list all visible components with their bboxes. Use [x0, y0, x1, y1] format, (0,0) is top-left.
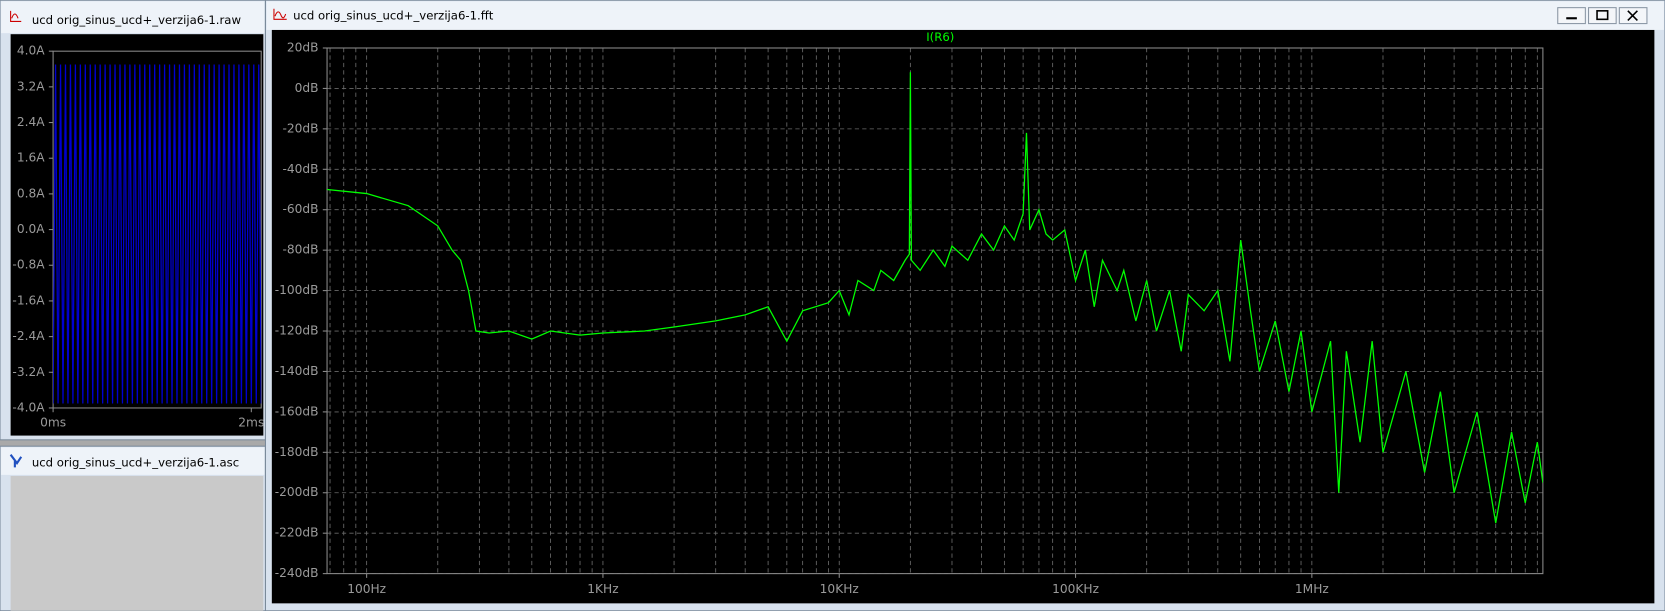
y-tick-label: -1.6A [12, 293, 45, 307]
x-tick-label: 10KHz [820, 582, 859, 596]
y-tick-label: -220dB [275, 526, 319, 540]
x-tick-label: 2ms [238, 415, 264, 429]
y-tick-label: 0dB [295, 81, 319, 95]
restore-button[interactable] [1588, 7, 1617, 25]
y-tick-label: -0.8A [12, 258, 45, 272]
window-icon [9, 454, 23, 468]
y-tick-label: 3.2A [17, 79, 45, 93]
series-line [327, 72, 1543, 524]
x-tick-label: 1MHz [1295, 582, 1329, 596]
chart: 4.0A 3.2A 2.4A 1.6A 0.8A 0.0A -0.8A -1.6A -2.4A -… [12, 44, 264, 430]
y-tick-label: 20dB [287, 40, 319, 54]
restore-glyph [1596, 10, 1609, 21]
x-tick-label: 1KHz [587, 582, 618, 596]
y-tick-label: 0.8A [17, 186, 45, 200]
y-tick-label: -180dB [275, 445, 319, 459]
minimize-button[interactable] [1557, 7, 1586, 25]
x-tick-label: 100KHz [1052, 582, 1099, 596]
title-bar[interactable] [1, 447, 265, 475]
title-bar[interactable] [266, 1, 1664, 30]
schematic-area[interactable] [10, 475, 264, 611]
title-bar[interactable] [1, 1, 265, 34]
y-tick-label: -80dB [282, 243, 318, 257]
y-tick-label: -40dB [282, 162, 318, 176]
y-tick-label: -140dB [275, 364, 319, 378]
y-tick-label: -20dB [282, 121, 318, 135]
y-tick-label: -100dB [275, 283, 319, 297]
series-line [53, 64, 262, 404]
window-title: ucd orig_sinus_ucd+_verzija6-1.raw [32, 13, 242, 27]
y-tick-label: -200dB [275, 485, 319, 499]
y-tick-label: -240dB [275, 566, 319, 580]
chart: 20dB 0dB -20dB -40dB -60dB -80dB -100dB -120dB -… [275, 30, 1544, 596]
y-tick-label: 4.0A [17, 44, 45, 58]
y-tick-label: -160dB [275, 404, 319, 418]
y-tick-label: 1.6A [17, 151, 45, 165]
close-glyph [1627, 10, 1638, 21]
y-tick-label: -3.2A [12, 365, 45, 379]
asc-window: ucd orig_sinus_ucd+_verzija6-1.asc [0, 445, 266, 611]
chart-title: I(R6) [926, 30, 954, 44]
y-tick-label: -60dB [282, 202, 318, 216]
window-title: ucd orig_sinus_ucd+_verzija6-1.asc [32, 456, 239, 470]
y-tick-label: 0.0A [17, 222, 45, 236]
y-tick-label: -120dB [275, 324, 319, 338]
fft-window: ucd orig_sinus_ucd+_verzija6-1.fft [264, 0, 1665, 611]
x-tick-label: 0ms [40, 415, 66, 429]
y-tick-label: -4.0A [12, 400, 45, 414]
plot-background [271, 29, 1655, 604]
y-tick-label: 2.4A [17, 115, 45, 129]
charts: 4.0A 3.2A 2.4A 1.6A 0.8A 0.0A -0.8A -1.6A -2.4A -… [12, 30, 1544, 596]
plot-frame [326, 47, 1544, 575]
window-title: ucd orig_sinus_ucd+_verzija6-1.fft [293, 9, 494, 23]
window-icon [10, 10, 22, 22]
window-icon [273, 8, 287, 20]
x-tick-label: 100Hz [347, 582, 386, 596]
y-tick-label: -2.4A [12, 329, 45, 343]
plot-frame [52, 50, 262, 409]
